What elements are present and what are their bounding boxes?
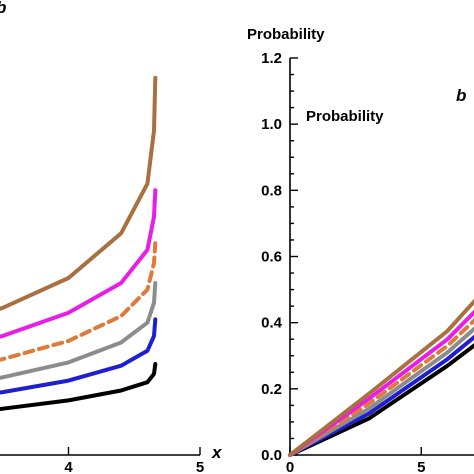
left-series-line (0, 188, 158, 339)
right-series-line (288, 309, 474, 457)
right-series-group (288, 298, 474, 457)
left-series-line (0, 241, 158, 362)
left-panel-label: b (0, 0, 6, 17)
right-y-tick-label: 0.8 (261, 182, 282, 199)
right-y-axis-label: Probability (247, 26, 325, 43)
right-series-line (288, 298, 474, 457)
right-panel-label: b (456, 86, 466, 105)
right-y-tick-label: 0.0 (261, 447, 282, 464)
right-y-tick-label: 1.0 (261, 116, 282, 133)
right-x-tick-label: 5 (417, 459, 425, 474)
right-y-tick-label: 0.6 (261, 249, 282, 266)
right-panel: Probability Probability b 0.00.20.40.60.… (247, 26, 474, 474)
left-x-tick-label: 5 (196, 459, 204, 474)
left-panel: b x 45 (0, 0, 223, 474)
right-y-tick-label: 0.2 (261, 381, 282, 398)
right-y-tick-label: 1.2 (261, 50, 282, 67)
right-x-tick-label: 0 (286, 459, 294, 474)
right-y-tick-label: 0.4 (261, 315, 283, 332)
left-series-line (0, 75, 158, 311)
right-y-ticks: 0.0 0.2 0.4 0.6 0.8 1.0 1.2 (261, 50, 298, 464)
left-series-line (0, 317, 158, 395)
left-x-axis-label: x (211, 443, 223, 462)
left-series-line (0, 362, 158, 411)
left-series-group (0, 75, 158, 411)
left-series-line (0, 281, 158, 380)
right-annotation: Probability (306, 108, 384, 125)
left-x-tick-label: 4 (64, 459, 73, 474)
